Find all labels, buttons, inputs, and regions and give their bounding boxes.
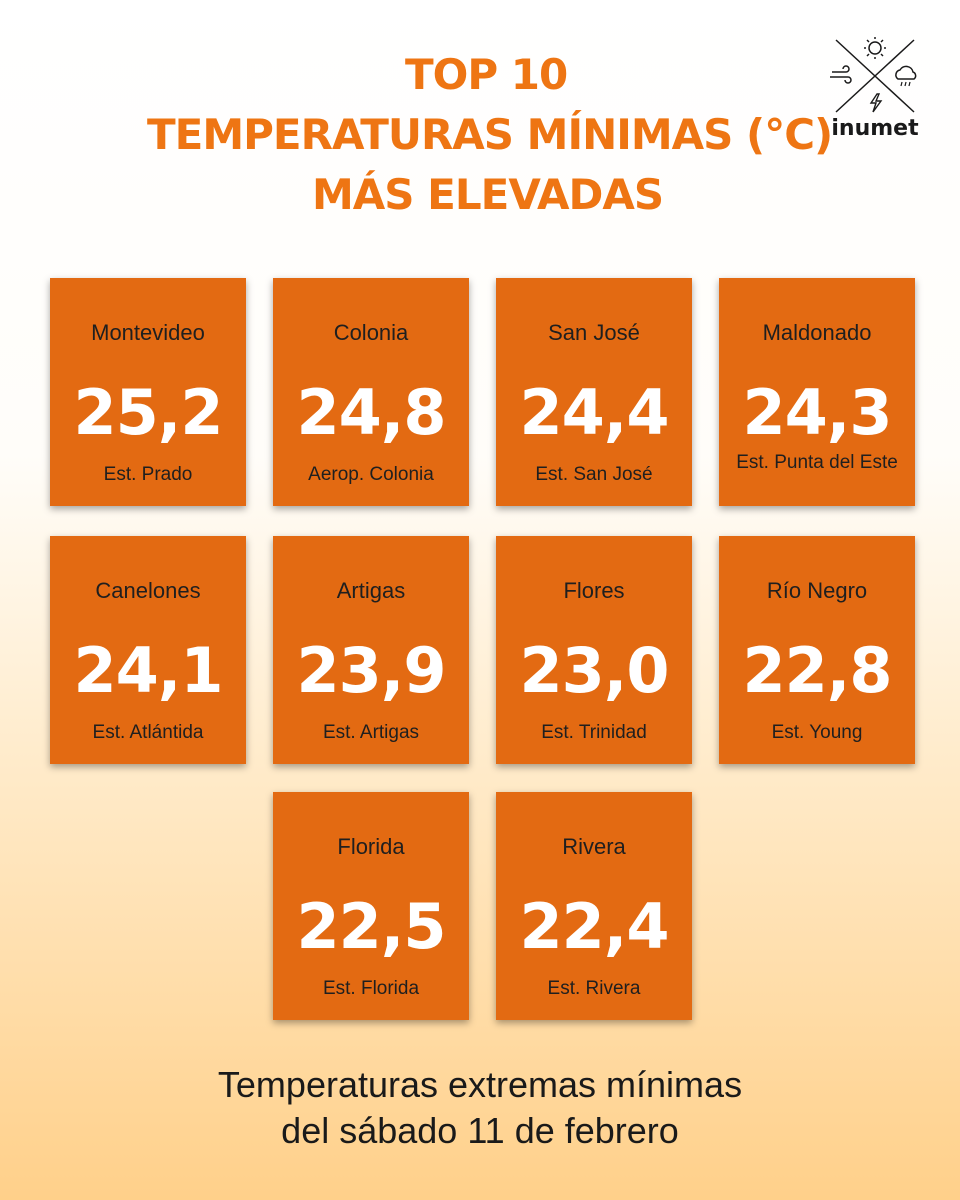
title-line-1: TOP 10 — [405, 50, 568, 99]
station-card: Rivera 22,4 Est. Rivera — [496, 792, 692, 1020]
station-name: Est. Rivera — [547, 978, 641, 999]
department-name: Artigas — [336, 578, 406, 603]
department-name: Canelones — [95, 578, 201, 603]
station-name: Est. Prado — [103, 464, 193, 485]
department-name: Flores — [563, 578, 625, 603]
wind-icon — [830, 65, 852, 84]
temperature-value: 25,2 — [73, 376, 224, 449]
station-card: Flores 23,0 Est. Trinidad — [496, 536, 692, 764]
station-card: Montevideo 25,2 Est. Prado — [50, 278, 246, 506]
station-name: Aerop. Colonia — [308, 464, 434, 485]
logo-text: inumet — [831, 116, 919, 141]
station-name: Est. Florida — [322, 978, 420, 999]
station-card: Florida 22,5 Est. Florida — [273, 792, 469, 1020]
station-card: Colonia 24,8 Aerop. Colonia — [273, 278, 469, 506]
station-card: Artigas 23,9 Est. Artigas — [273, 536, 469, 764]
station-name: Est. Artigas — [322, 722, 420, 743]
department-name: Rivera — [562, 834, 626, 859]
department-name: Río Negro — [766, 578, 868, 603]
temperature-value: 24,1 — [73, 634, 224, 707]
rain-cloud-icon — [895, 65, 917, 87]
temperature-value: 23,0 — [519, 634, 670, 707]
department-name: Colonia — [333, 320, 409, 345]
inumet-logo: inumet — [828, 36, 922, 148]
temperature-value: 22,4 — [519, 890, 670, 963]
department-name: Florida — [337, 834, 405, 859]
temperature-value: 22,8 — [742, 634, 893, 707]
department-name: Montevideo — [91, 320, 205, 345]
station-card: Canelones 24,1 Est. Atlántida — [50, 536, 246, 764]
station-name: Est. Trinidad — [541, 722, 647, 743]
station-card: Maldonado 24,3 Est. Punta del Este — [719, 278, 915, 506]
temperature-value: 23,9 — [296, 634, 447, 707]
station-card: Río Negro 22,8 Est. Young — [719, 536, 915, 764]
sun-icon — [864, 37, 886, 59]
title-line-2: TEMPERATURAS MÍNIMAS (°C) — [147, 110, 833, 159]
footer-caption: Temperaturas extremas mínimas del sábado… — [0, 1062, 960, 1154]
station-name: Est. Punta del Este — [736, 452, 898, 473]
department-name: San José — [548, 320, 640, 345]
temperature-value: 22,5 — [296, 890, 447, 963]
station-card: San José 24,4 Est. San José — [496, 278, 692, 506]
footer-line-1: Temperaturas extremas mínimas — [217, 1064, 743, 1105]
department-name: Maldonado — [762, 320, 872, 345]
temperature-value: 24,4 — [519, 376, 670, 449]
temperature-value: 24,8 — [296, 376, 447, 449]
station-name: Est. Young — [771, 722, 863, 743]
temperature-value: 24,3 — [742, 376, 893, 449]
station-name: Est. San José — [535, 464, 653, 485]
station-name: Est. Atlántida — [92, 722, 204, 743]
lightning-icon — [869, 93, 883, 113]
title-line-3: MÁS ELEVADAS — [312, 170, 664, 219]
footer-line-2: del sábado 11 de febrero — [281, 1110, 679, 1151]
